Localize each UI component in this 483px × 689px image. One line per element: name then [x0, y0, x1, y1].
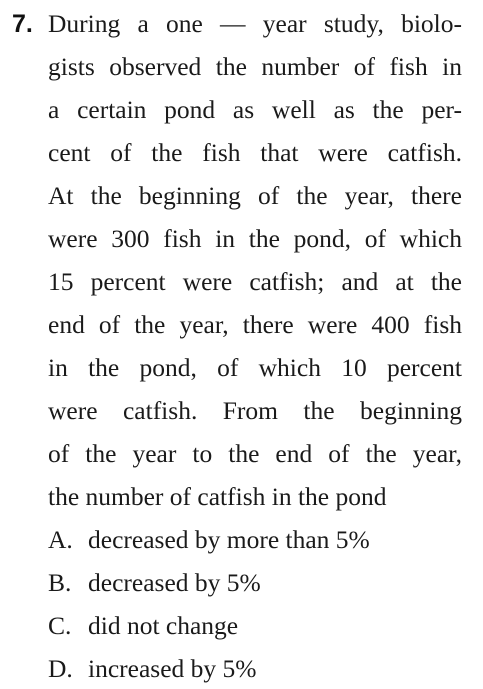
- choice-text: decreased by 5%: [88, 568, 261, 597]
- stem-line: were 300 fish in the pond, of which: [48, 221, 462, 257]
- choice-letter: B.: [48, 565, 88, 601]
- stem-line: the number of catfish in the pond: [48, 479, 387, 515]
- question-number: 7.: [12, 6, 33, 42]
- stem-line: 15 percent were catfish; and at the: [48, 264, 462, 300]
- choice-a[interactable]: A. decreased by more than 5%: [48, 522, 370, 558]
- stem-line: cent of the fish that were catfish.: [48, 135, 462, 171]
- stem-line: end of the year, there were 400 fish: [48, 307, 462, 343]
- stem-line: in the pond, of which 10 percent: [48, 350, 462, 386]
- choice-text: increased by 5%: [88, 654, 257, 683]
- choice-b[interactable]: B. decreased by 5%: [48, 565, 261, 601]
- choice-d[interactable]: D. increased by 5%: [48, 651, 257, 687]
- stem-line: At the beginning of the year, there: [48, 178, 462, 214]
- choice-c[interactable]: C. did not change: [48, 608, 238, 644]
- stem-line: gists observed the number of fish in: [48, 49, 462, 85]
- choice-letter: D.: [48, 651, 88, 687]
- choice-letter: A.: [48, 522, 88, 558]
- choice-text: decreased by more than 5%: [88, 525, 370, 554]
- stem-line: were catfish. From the beginning: [48, 393, 462, 429]
- choice-letter: C.: [48, 608, 88, 644]
- stem-line: of the year to the end of the year,: [48, 436, 462, 472]
- stem-line: a certain pond as well as the per-: [48, 92, 462, 128]
- stem-line: During a one — year study, biolo-: [48, 6, 462, 42]
- choice-text: did not change: [88, 611, 238, 640]
